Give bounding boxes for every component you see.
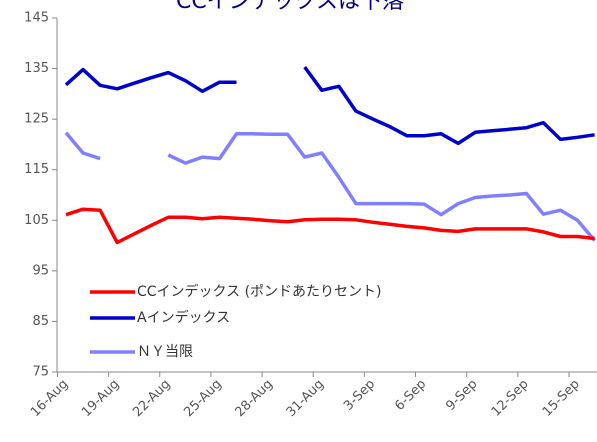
y-tick-label: 95 bbox=[32, 263, 49, 278]
y-tick-label: 125 bbox=[24, 112, 49, 127]
y-tick-label: 135 bbox=[24, 61, 49, 76]
y-tick-label: 115 bbox=[24, 162, 49, 177]
x-tick-label: 15-Sep bbox=[540, 377, 583, 420]
x-tick-label: 16-Aug bbox=[28, 377, 71, 420]
legend-box bbox=[78, 276, 518, 368]
x-tick-label: 31-Aug bbox=[284, 377, 327, 420]
x-tick-label: 28-Aug bbox=[233, 377, 276, 420]
series-line bbox=[64, 66, 595, 146]
legend-label: CCインデックス (ポンドあたりセント) bbox=[137, 283, 382, 300]
y-tick-label: 145 bbox=[24, 11, 49, 26]
x-tick-label: 22-Aug bbox=[130, 377, 173, 420]
legend-label: Aインデックス bbox=[137, 309, 230, 326]
series-line bbox=[65, 207, 595, 245]
x-tick-label: 6-Sep bbox=[392, 377, 429, 414]
y-tick-label: 75 bbox=[32, 365, 49, 380]
legend-label: ＮＹ当限 bbox=[137, 344, 193, 360]
chart-title: CCインデックスは下落 bbox=[176, 0, 404, 14]
y-tick-label: 85 bbox=[32, 314, 49, 329]
x-tick-label: 9-Sep bbox=[443, 377, 480, 414]
x-tick-label: 12-Sep bbox=[489, 377, 532, 420]
x-tick-label: 19-Aug bbox=[79, 377, 122, 420]
x-tick-label: 3-Sep bbox=[341, 377, 378, 414]
x-tick-label: 25-Aug bbox=[181, 377, 224, 420]
series-line bbox=[64, 131, 596, 242]
y-tick-label: 105 bbox=[24, 213, 49, 228]
